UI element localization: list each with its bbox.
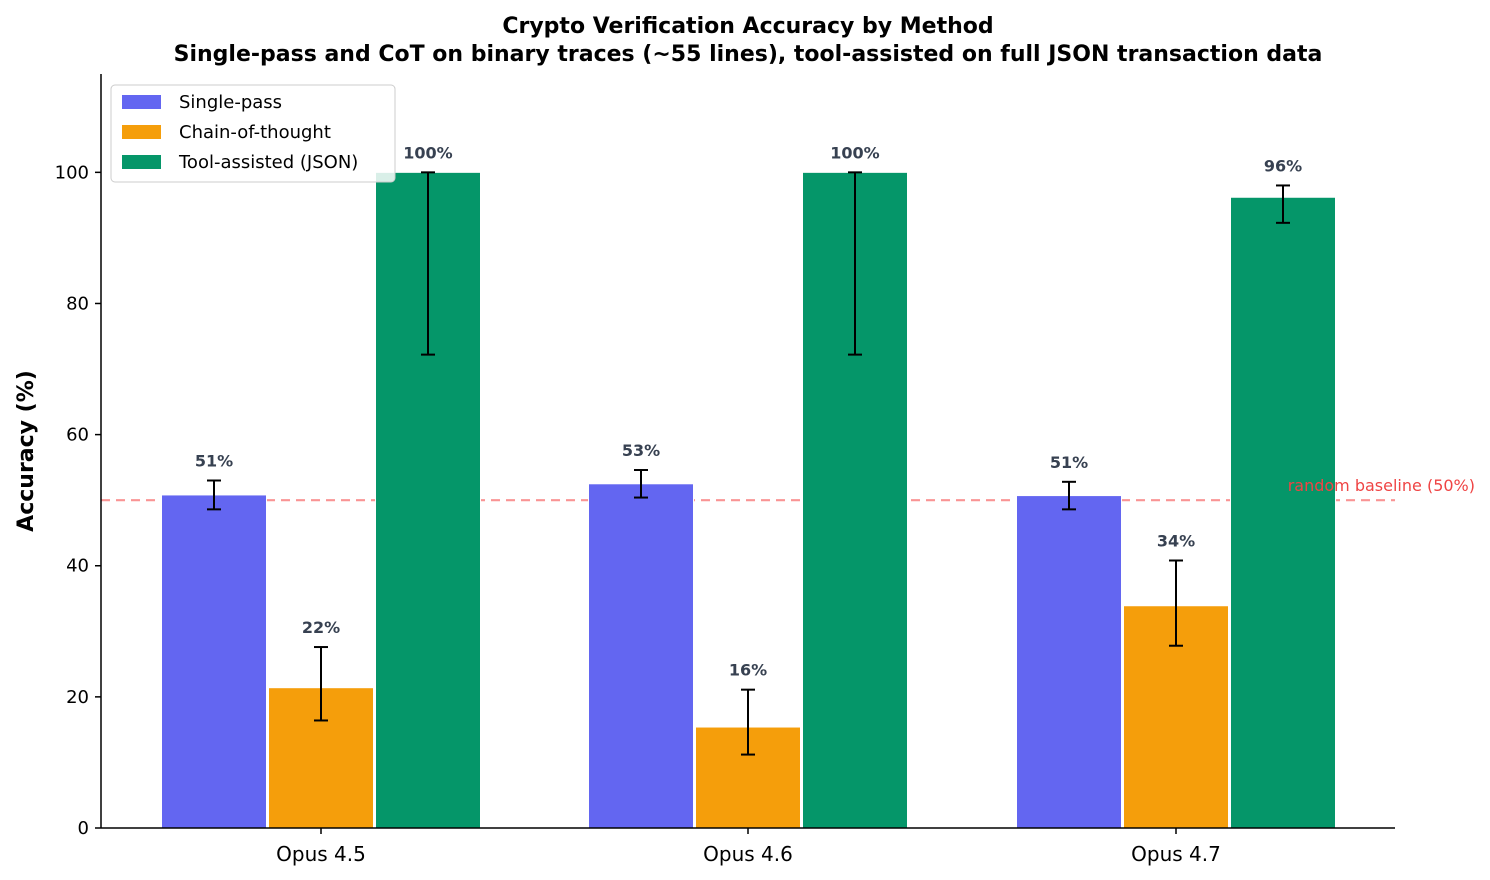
data-label-1-1: 16% [729,661,767,680]
legend-label-1: Chain-of-thought [179,122,331,143]
data-label-0-1: 53% [622,441,660,460]
data-label-2-1: 100% [830,143,879,162]
legend-swatch-0 [122,95,161,109]
y-tick-label: 60 [66,425,89,446]
data-label-0-2: 51% [1050,453,1088,472]
x-tick-label: Opus 4.6 [703,842,793,866]
y-tick-label: 20 [66,687,89,708]
legend-swatch-2 [122,155,161,169]
plot-area: 51% 53% 51% 22% 16% 34% 100% 100% 96% random base… [55,74,1475,866]
legend-box [110,84,396,183]
y-axis-label: Accuracy (%) [14,370,39,532]
legend-label-0: Single-pass [179,92,282,113]
data-label-2-0: 100% [403,143,452,162]
data-label-1-2: 34% [1157,531,1195,550]
y-tick-label: 0 [78,818,89,839]
x-tick-label: Opus 4.5 [276,842,366,866]
legend-swatch-1 [122,125,161,139]
chart-subtitle: Single-pass and CoT on binary traces (~5… [174,42,1323,67]
data-label-2-2: 96% [1264,156,1302,175]
y-tick-label: 40 [66,556,89,577]
legend-label-2: Tool-assisted (JSON) [178,152,358,173]
bar-2-2 [1230,196,1336,829]
y-tick-label: 80 [66,293,89,314]
x-tick-label: Opus 4.7 [1131,842,1221,866]
y-tick-label: 100 [55,162,89,183]
bar-0-1 [588,483,694,829]
chart-title: Crypto Verification Accuracy by Method [502,14,993,39]
data-label-0-0: 51% [195,452,233,471]
bar-0-2 [1016,495,1122,829]
baseline-label: random baseline (50%) [1288,476,1475,495]
bar-0-0 [161,494,267,829]
data-label-1-0: 22% [302,618,340,637]
